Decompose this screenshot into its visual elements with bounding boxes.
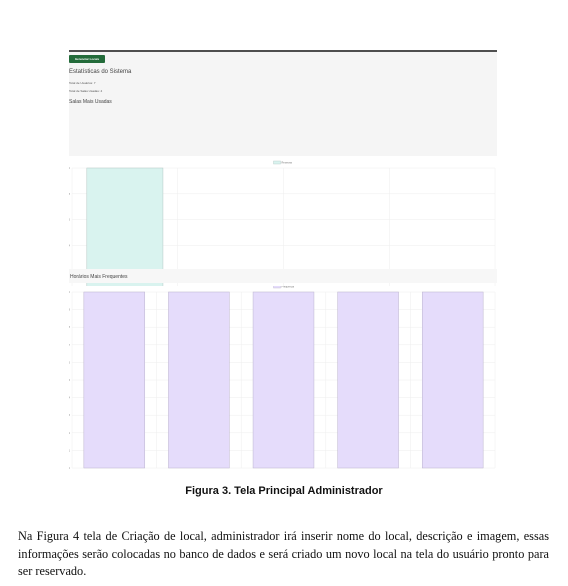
hours-bar [337, 291, 399, 469]
hours-y-tick-label: 0.1 [69, 449, 71, 452]
rooms-y-tick-label: 2.0 [69, 167, 71, 170]
figure-caption: Figura 3. Tela Principal Administrador [185, 485, 383, 497]
hours-header: Horários Mais Frequentes [69, 269, 497, 283]
hours-y-tick-label: 0.2 [69, 432, 71, 435]
hours-y-tick-label: 1.0 [69, 291, 71, 294]
hours-bar [252, 291, 315, 469]
rooms-section-title: Salas Mais Usadas [69, 99, 112, 105]
hours-y-tick-label: 0.5 [69, 379, 71, 382]
hours-bar [168, 291, 230, 469]
hours-bar [83, 291, 146, 469]
hours-y-tick-label: 0.4 [69, 397, 71, 400]
stats-panel: Gerenciar Locais Estatísticas do Sistema… [69, 52, 497, 156]
hours-y-tick-label: 0 [69, 467, 71, 470]
rooms-y-tick-label: 1.8 [69, 193, 71, 196]
stats-title: Estatísticas do Sistema [69, 69, 132, 75]
rooms-chart-area: 2.0 1.8 1.6 1.4 1.2 1.0 Reservas [67, 160, 497, 310]
hours-legend-label: Frequência [282, 286, 295, 289]
hours-bar [421, 291, 484, 469]
hours-section-title: Horários Mais Frequentes [70, 274, 128, 280]
hours-chart: 1.0 0.9 0.8 0.7 0.6 0.5 0.4 0.3 0.2 0.1 0 Frequênci… [67, 284, 496, 470]
rooms-legend-swatch [273, 160, 281, 165]
hours-y-tick-label: 0.8 [69, 326, 71, 329]
manage-locations-button[interactable]: Gerenciar Locais [69, 55, 105, 63]
hours-y-tick-label: 0.6 [69, 361, 71, 364]
hours-y-tick-label: 0.7 [69, 344, 71, 347]
rooms-y-tick-label: 1.4 [69, 244, 71, 247]
figure-screenshot: Gerenciar Locais Estatísticas do Sistema… [67, 50, 497, 470]
hours-y-tick-label: 0.9 [69, 309, 71, 312]
hours-y-tick-label: 0.3 [69, 414, 71, 417]
rooms-y-tick-label: 1.2 [69, 270, 71, 273]
hours-legend-swatch [273, 284, 281, 289]
rooms-y-tick-label: 1.0 [69, 296, 71, 299]
hours-chart-area: 1.0 0.9 0.8 0.7 0.6 0.5 0.4 0.3 0.2 0.1 0 Frequênci… [67, 284, 497, 470]
stat-total-rooms: Total de Salas Usadas: 4 [69, 89, 103, 93]
stat-total-users: Total de Usuários: 7 [69, 81, 96, 85]
rooms-legend-label: Reservas [282, 162, 293, 165]
body-paragraph: Na Figura 4 tela de Criação de local, ad… [18, 529, 549, 578]
top-divider [69, 50, 497, 52]
rooms-y-tick-label: 1.6 [69, 219, 71, 222]
